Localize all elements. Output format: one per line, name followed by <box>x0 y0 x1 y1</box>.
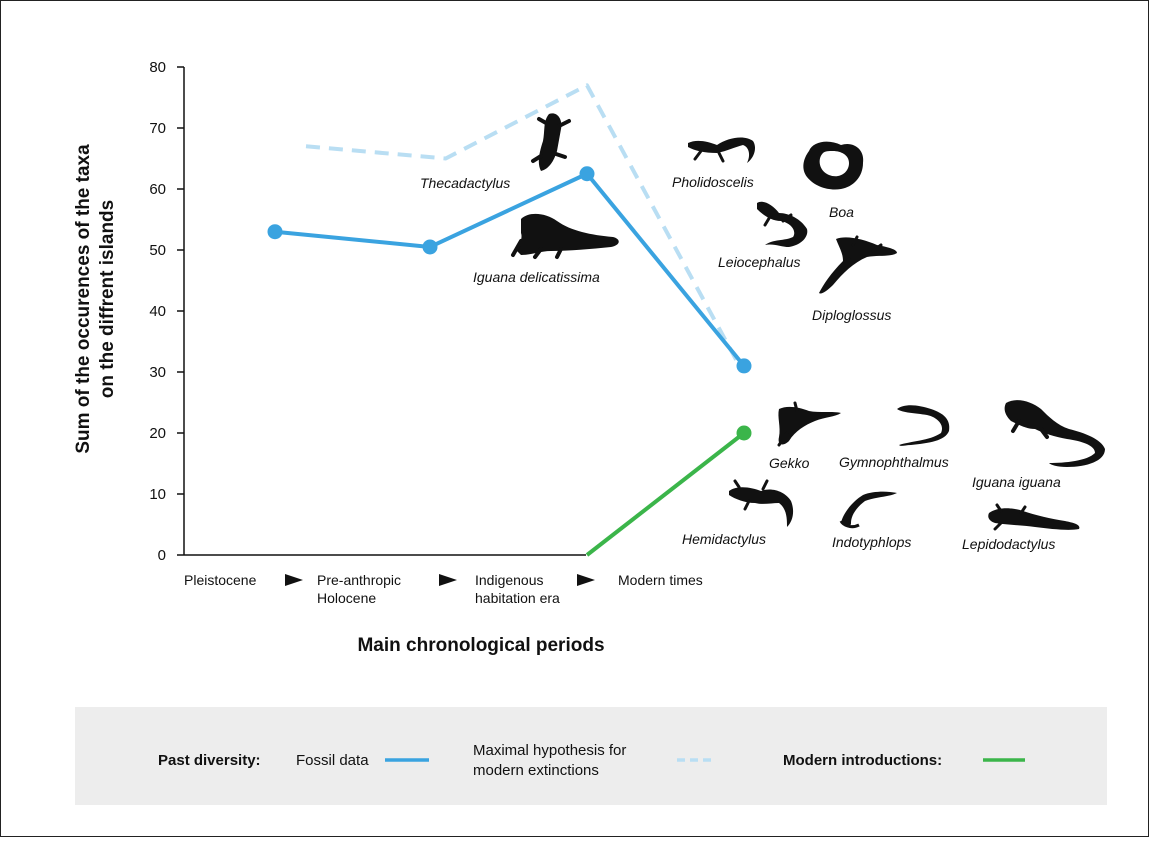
indotyphlops-icon <box>839 491 897 529</box>
y-tick-label: 60 <box>149 181 166 198</box>
taxon-labels: Thecadactylus Iguana delicatissima Pholi… <box>420 174 1061 552</box>
lepidodactylus-icon <box>988 503 1080 531</box>
boa-icon <box>803 141 864 190</box>
legend: Past diversity: Fossil data Maximal hypo… <box>75 707 1107 805</box>
y-ticks: 0 10 20 30 40 50 60 70 80 <box>149 59 184 564</box>
x-categories: Pleistocene Pre-anthropic Holocene Indigeno… <box>184 572 703 606</box>
x-axis-title: Main chronological periods <box>357 635 604 656</box>
period-arrow <box>439 574 457 586</box>
y-tick-label: 80 <box>149 59 166 76</box>
y-tick-label: 40 <box>149 303 166 320</box>
taxon-label: Iguana iguana <box>972 474 1061 490</box>
hemidactylus-icon <box>729 479 794 527</box>
data-point <box>736 425 752 441</box>
legend-past-label: Past diversity: <box>158 752 261 769</box>
pholidoscelis-icon <box>688 137 755 163</box>
data-point <box>579 166 595 182</box>
taxon-label: Gekko <box>769 455 810 471</box>
legend-modern-label: Modern introductions: <box>783 752 942 769</box>
taxon-label: Thecadactylus <box>420 175 510 191</box>
gekko-icon <box>777 401 841 447</box>
period-arrow <box>577 574 595 586</box>
x-category-label: Pleistocene <box>184 572 257 588</box>
series-line <box>305 83 738 361</box>
y-tick-label: 50 <box>149 242 166 259</box>
diploglossus-icon <box>819 235 897 294</box>
y-tick-label: 70 <box>149 120 166 137</box>
x-category-label: Modern times <box>618 572 703 588</box>
series-line <box>274 171 746 368</box>
y-tick-label: 30 <box>149 364 166 381</box>
y-tick-label: 20 <box>149 425 166 442</box>
taxon-label: Hemidactylus <box>682 531 766 547</box>
iguana-delicatissima-icon <box>511 213 619 259</box>
legend-fossil-label: Fossil data <box>296 752 369 769</box>
silhouettes <box>511 113 1105 531</box>
leiocephalus-icon <box>757 201 808 247</box>
y-axis-title: Sum of the occurences of the taxa on the … <box>73 144 118 454</box>
legend-hypothesis-label: Maximal hypothesis for <box>473 742 626 759</box>
taxon-label: Leiocephalus <box>718 254 801 270</box>
taxon-label: Boa <box>829 204 854 220</box>
taxon-label: Pholidoscelis <box>672 174 754 190</box>
y-tick-label: 0 <box>158 547 166 564</box>
series-line <box>585 431 746 557</box>
period-arrow <box>285 574 303 586</box>
taxon-label: Diploglossus <box>812 307 891 323</box>
gymnophthalmus-icon <box>897 405 950 446</box>
data-point <box>422 239 438 255</box>
thecadactylus-icon <box>531 113 571 171</box>
legend-background <box>75 707 1107 805</box>
y-tick-label: 10 <box>149 486 166 503</box>
taxon-label: Lepidodactylus <box>962 536 1055 552</box>
series-layer <box>267 83 752 557</box>
taxon-label: Iguana delicatissima <box>473 269 600 285</box>
taxon-label: Gymnophthalmus <box>839 454 949 470</box>
iguana-iguana-icon <box>1004 400 1105 467</box>
legend-hypothesis-label: modern extinctions <box>473 762 599 779</box>
data-point <box>736 358 752 374</box>
taxon-label: Indotyphlops <box>832 534 911 550</box>
x-category-label: Pre-anthropic Holocene <box>317 572 401 606</box>
data-point <box>267 224 283 240</box>
x-category-label: Indigenous habitation era <box>475 572 560 606</box>
